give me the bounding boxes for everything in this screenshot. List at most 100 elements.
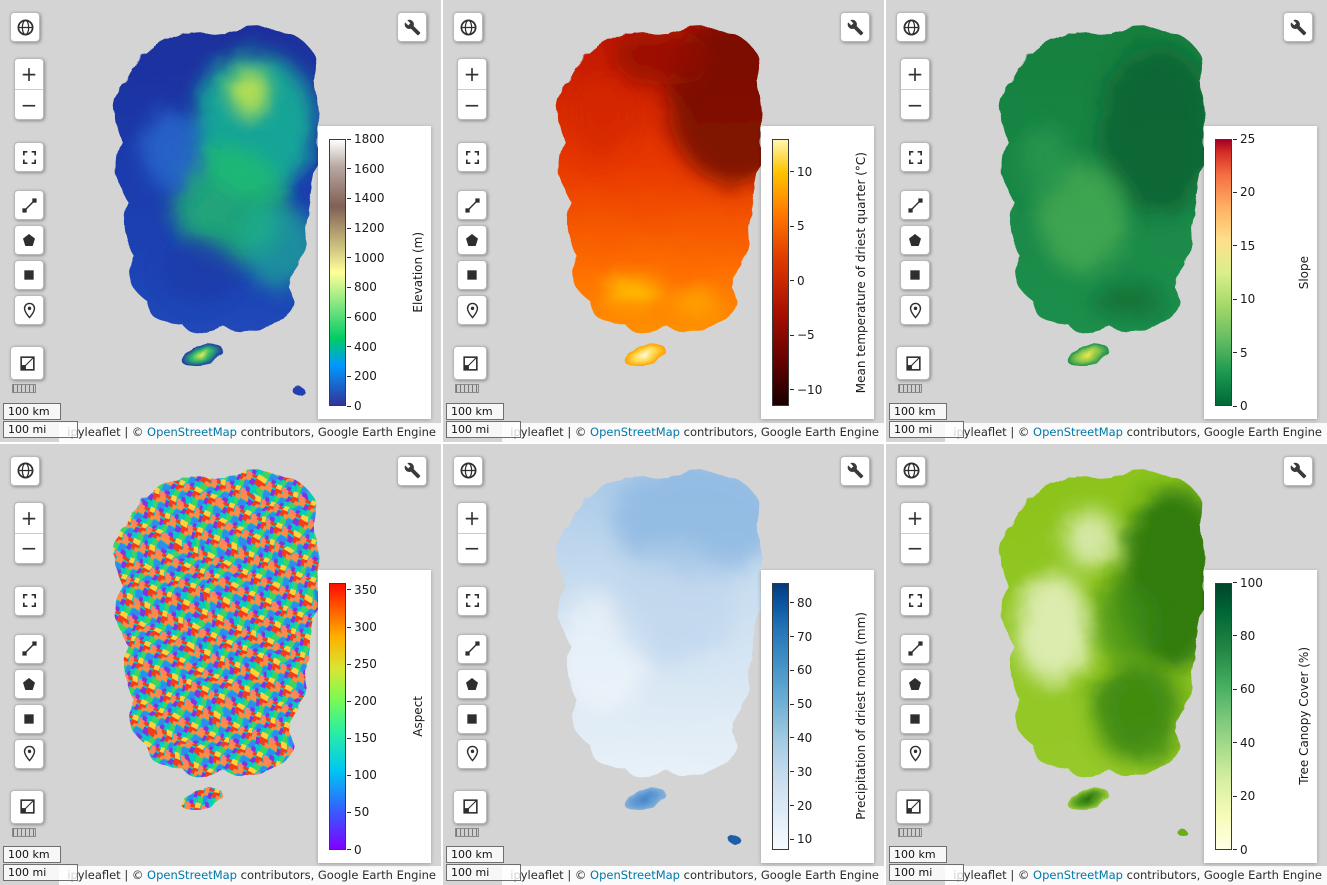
zoom-out-button[interactable]: −	[901, 89, 929, 119]
draw-polyline-button[interactable]	[900, 633, 930, 664]
basemap-globe-button[interactable]	[10, 455, 40, 486]
basemap-globe-button[interactable]	[453, 455, 483, 486]
draw-marker-button[interactable]	[900, 295, 930, 325]
fullscreen-button[interactable]	[900, 142, 930, 172]
draw-rectangle-button[interactable]	[14, 703, 44, 734]
zoom-out-button[interactable]: −	[15, 89, 43, 119]
draw-polygon-button[interactable]	[900, 225, 930, 255]
draw-marker-button[interactable]	[14, 738, 44, 769]
map-canvas[interactable]	[0, 444, 441, 885]
colorbar-ticks: 1800 1600 1400 1200 1000 800 600 400 200 0	[347, 132, 391, 413]
draw-polyline-button[interactable]	[457, 190, 487, 220]
measure-button[interactable]	[896, 346, 930, 380]
attribution-prefix: ipyleaflet | ©	[67, 424, 148, 439]
zoom-in-button[interactable]: +	[906, 505, 924, 530]
fullscreen-button[interactable]	[14, 142, 44, 172]
attribution-prefix: ipyleaflet | ©	[953, 868, 1034, 882]
polygon-icon	[466, 234, 478, 246]
draw-marker-button[interactable]	[457, 738, 487, 769]
draw-marker-button[interactable]	[900, 738, 930, 769]
attribution: ipyleaflet | © OpenStreetMap contributor…	[502, 866, 884, 885]
draw-polygon-button[interactable]	[900, 668, 930, 699]
measure-button[interactable]	[896, 789, 930, 824]
draw-polyline-button[interactable]	[457, 633, 487, 664]
marker-pin-icon	[466, 745, 478, 762]
toolbar-wrench-button[interactable]	[1283, 12, 1313, 42]
openstreetmap-link[interactable]: OpenStreetMap	[1033, 868, 1123, 882]
zoom-in-button[interactable]: +	[463, 62, 481, 86]
draw-polyline-button[interactable]	[14, 633, 44, 664]
draw-rectangle-button[interactable]	[457, 703, 487, 734]
fullscreen-button[interactable]	[14, 585, 44, 616]
basemap-globe-button[interactable]	[453, 12, 483, 42]
measure-button[interactable]	[10, 346, 44, 380]
attribution-suffix: contributors, Google Earth Engine	[236, 424, 436, 439]
zoom-out-button[interactable]: −	[458, 532, 486, 563]
basemap-globe-button[interactable]	[10, 12, 40, 42]
zoom-out-button[interactable]: −	[458, 89, 486, 119]
colorbar-tick: 5	[1233, 346, 1248, 360]
measure-ruler-icon	[12, 384, 36, 393]
draw-polyline-button[interactable]	[14, 190, 44, 220]
draw-marker-button[interactable]	[457, 295, 487, 325]
draw-marker-button[interactable]	[14, 295, 44, 325]
colorbar-ticks: 10 5 0 −5 −10	[790, 139, 834, 406]
colorbar-tick: 30	[790, 765, 812, 779]
jeju-island	[622, 788, 669, 810]
zoom-out-button[interactable]: −	[901, 532, 929, 563]
colorbar-tick: 1000	[347, 251, 385, 265]
openstreetmap-link[interactable]: OpenStreetMap	[590, 424, 680, 439]
draw-rectangle-button[interactable]	[900, 703, 930, 734]
map-panel-tree-canopy: + −	[886, 443, 1327, 885]
colorbar: 100 80 60 40 20 0 Tree Canopy Cover (%)	[1204, 569, 1317, 863]
zoom-in-button[interactable]: +	[906, 62, 924, 86]
rectangle-icon	[467, 713, 477, 724]
zoom-control: + −	[900, 58, 930, 120]
map-canvas[interactable]	[886, 444, 1327, 885]
zoom-out-button[interactable]: −	[15, 532, 43, 563]
draw-rectangle-button[interactable]	[14, 260, 44, 290]
fullscreen-button[interactable]	[900, 585, 930, 616]
zoom-in-button[interactable]: +	[20, 505, 38, 530]
openstreetmap-link[interactable]: OpenStreetMap	[147, 424, 237, 439]
globe-icon	[460, 19, 476, 35]
openstreetmap-link[interactable]: OpenStreetMap	[147, 868, 237, 882]
measure-button[interactable]	[453, 346, 487, 380]
draw-polygon-button[interactable]	[457, 668, 487, 699]
colorbar-tick: −10	[790, 383, 822, 397]
measure-button[interactable]	[453, 789, 487, 824]
map-canvas[interactable]	[443, 444, 884, 885]
small-island	[1178, 830, 1189, 837]
scale-bar-km: 100 km	[446, 846, 504, 863]
zoom-in-button[interactable]: +	[463, 505, 481, 530]
toolbar-wrench-button[interactable]	[397, 12, 427, 42]
toolbar-wrench-button[interactable]	[840, 455, 870, 486]
toolbar-wrench-button[interactable]	[397, 455, 427, 486]
map-canvas[interactable]	[0, 0, 441, 442]
colorbar-ticks: 350 300 250 200 150 100 50 0	[347, 583, 391, 857]
draw-polyline-button[interactable]	[900, 190, 930, 220]
measure-button[interactable]	[10, 789, 44, 824]
openstreetmap-link[interactable]: OpenStreetMap	[1033, 424, 1123, 439]
zoom-in-button[interactable]: +	[20, 62, 38, 86]
basemap-globe-button[interactable]	[896, 12, 926, 42]
draw-polygon-button[interactable]	[457, 225, 487, 255]
draw-polygon-button[interactable]	[14, 225, 44, 255]
draw-polygon-button[interactable]	[14, 668, 44, 699]
fullscreen-button[interactable]	[457, 585, 487, 616]
fullscreen-icon	[465, 150, 479, 164]
basemap-globe-button[interactable]	[896, 455, 926, 486]
jeju-island	[179, 345, 226, 366]
openstreetmap-link[interactable]: OpenStreetMap	[590, 868, 680, 882]
draw-rectangle-button[interactable]	[457, 260, 487, 290]
colorbar-gradient	[772, 582, 789, 850]
draw-rectangle-button[interactable]	[900, 260, 930, 290]
colorbar-tick: 250	[347, 657, 377, 671]
map-canvas[interactable]	[443, 0, 884, 442]
toolbar-wrench-button[interactable]	[1283, 455, 1313, 486]
toolbar-wrench-button[interactable]	[840, 12, 870, 42]
colorbar: 350 300 250 200 150 100 50 0 Aspect	[318, 569, 431, 863]
measure-ruler-icon	[455, 827, 479, 837]
fullscreen-button[interactable]	[457, 142, 487, 172]
map-canvas[interactable]	[886, 0, 1327, 442]
